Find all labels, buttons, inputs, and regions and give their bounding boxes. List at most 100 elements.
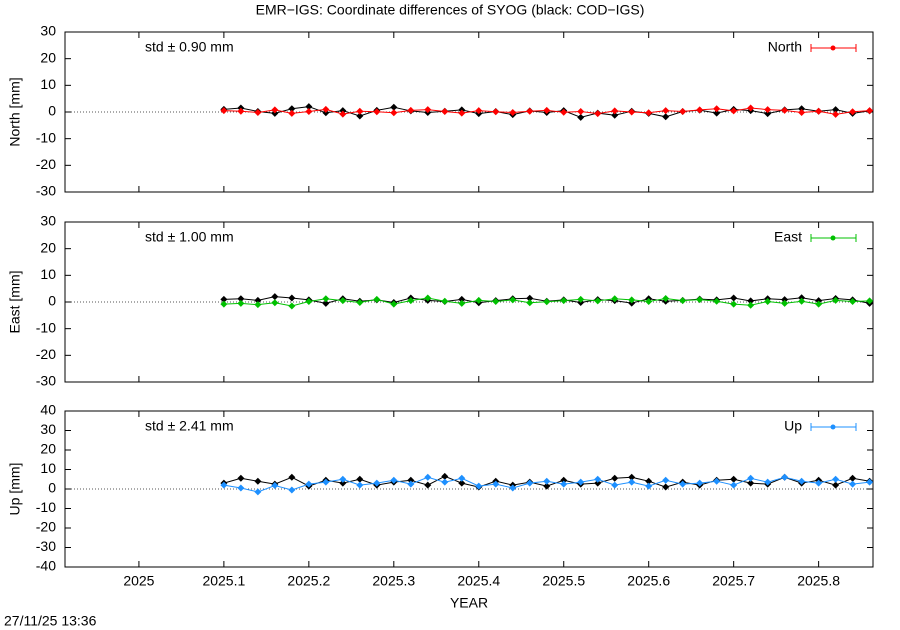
point [543,106,551,114]
legend-swatch [830,424,836,430]
timestamp: 27/11/25 13:36 [4,613,97,629]
point [271,299,279,307]
x-axis-label: YEAR [450,595,488,611]
point [747,104,755,112]
plot-frame [64,410,874,568]
point [730,481,738,489]
point [662,476,670,484]
point [458,474,466,482]
point [628,478,636,486]
point [815,479,823,487]
point [288,473,296,481]
point [594,475,602,483]
x-tick-label: 2025.7 [712,573,755,589]
point [288,486,296,494]
point [254,488,262,496]
point [458,479,466,487]
point [764,106,772,114]
x-tick-label: 2025.4 [457,573,500,589]
point [288,294,296,302]
point [424,481,432,489]
point [407,297,415,305]
point [390,109,398,117]
point [611,474,619,482]
point [730,300,738,308]
x-tick-label: 2025.1 [202,573,245,589]
point [577,107,585,115]
annotation: std ± 2.41 mm [145,418,234,434]
point [543,298,551,306]
legend-label: Up [784,418,802,434]
x-tick-label: 2025 [123,573,154,589]
point [594,110,602,118]
point [798,105,806,113]
point [781,473,789,481]
plot-frame [64,221,874,383]
point [849,297,857,305]
point [560,480,568,488]
point [492,108,500,116]
y-tick-label: -30 [36,538,56,554]
point [560,108,568,116]
point [237,295,245,303]
point [781,299,789,307]
point [696,479,704,487]
point [424,106,432,114]
point [441,107,449,115]
point [475,296,483,304]
y-tick-label: -30 [36,373,56,389]
plot-frame [64,31,874,193]
point [373,295,381,303]
point [322,299,330,307]
point [356,481,364,489]
point [798,109,806,117]
point [305,480,313,488]
point [441,472,449,480]
legend-label: North [768,39,802,55]
point [373,479,381,487]
point [441,297,449,305]
point [832,106,840,114]
point [764,297,772,305]
point [526,294,534,302]
point [747,301,755,309]
point [645,477,653,485]
point [254,296,262,304]
y-tick-label: -10 [36,129,56,145]
point [390,476,398,484]
point [339,110,347,118]
point [424,473,432,481]
point [322,295,330,303]
y-tick-label: 30 [40,213,56,229]
point [594,479,602,487]
point [832,110,840,118]
x-tick-label: 2025.6 [627,573,670,589]
y-tick-label: -20 [36,346,56,362]
point [713,105,721,113]
point [679,107,687,115]
point [594,297,602,305]
y-tick-label: -30 [36,183,56,199]
point [475,482,483,490]
point [798,477,806,485]
point [526,107,534,115]
point [526,479,534,487]
point [747,297,755,305]
y-tick-label: 40 [40,402,56,418]
point [679,480,687,488]
point [407,480,415,488]
point [492,480,500,488]
y-tick-label: 20 [40,441,56,457]
point [441,478,449,486]
point [237,474,245,482]
point [662,107,670,115]
point [458,299,466,307]
point [288,105,296,113]
y-tick-label: 30 [40,421,56,437]
point [254,109,262,117]
point [866,107,874,115]
annotation: std ± 1.00 mm [145,229,234,245]
point [322,478,330,486]
y-axis-label: East [mm] [7,270,23,333]
